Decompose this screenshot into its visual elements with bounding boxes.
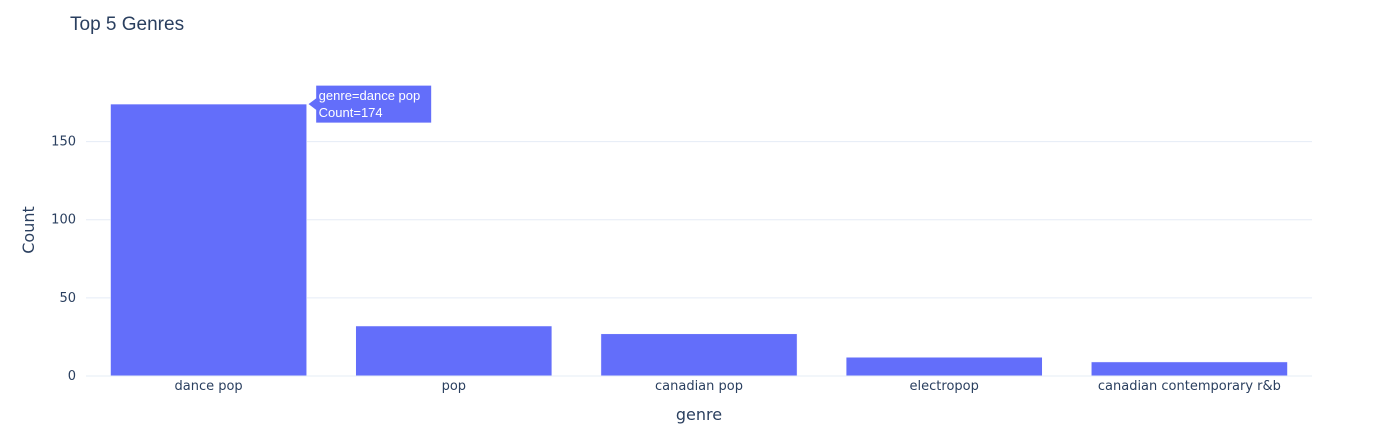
x-axis-label: genre [676,405,722,424]
y-tick-label: 150 [51,135,76,150]
y-tick-label: 0 [68,369,76,384]
tooltip-line-count: Count=174 [319,105,383,120]
y-tick-label: 100 [51,213,76,228]
x-tick-label: canadian contemporary r&b [1098,379,1281,394]
x-tick-label: canadian pop [655,379,743,394]
bar-canadian-pop[interactable] [600,333,798,377]
chart-title: Top 5 Genres [70,14,184,35]
y-tick-labels: 0 50 100 150 [51,135,76,384]
bar-canadian-contemporary-r-b[interactable] [1091,361,1288,377]
x-tick-label: pop [442,379,466,394]
bars [110,103,1288,377]
x-tick-label: electropop [910,379,979,394]
x-tick-labels: dance pop pop canadian pop electropop canadi… [174,379,1280,394]
hover-tooltip: genre=dance pop Count=174 [306,84,433,124]
y-axis-label: Count [19,206,38,254]
bar-electropop[interactable] [845,356,1043,377]
y-tick-label: 50 [59,291,76,306]
tooltip-line-genre: genre=dance pop [319,88,421,103]
tooltip-box [306,84,433,124]
x-tick-label: dance pop [174,379,242,394]
bar-pop[interactable] [355,325,553,377]
bar-dance-pop[interactable] [110,103,307,377]
